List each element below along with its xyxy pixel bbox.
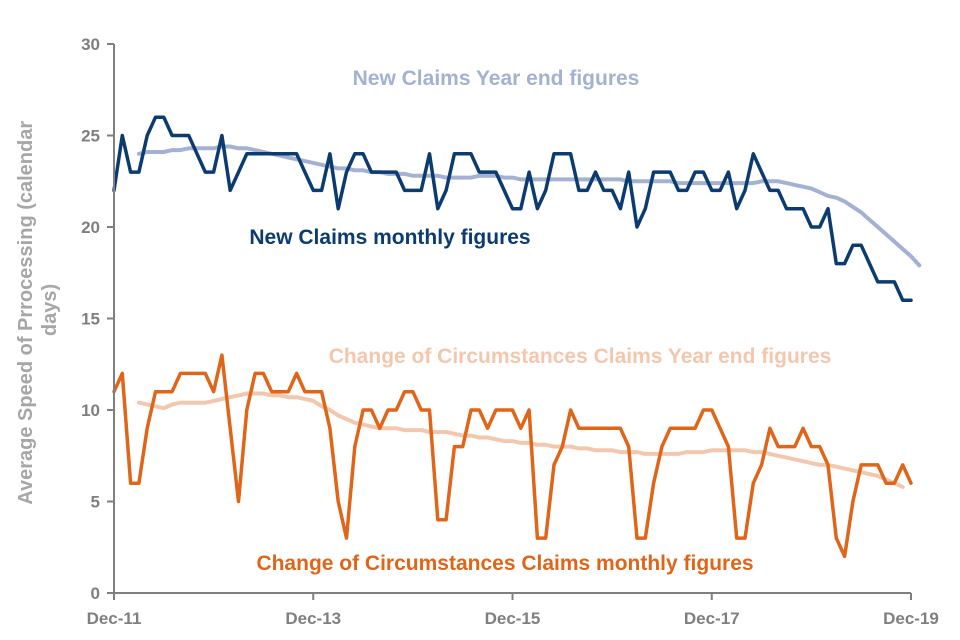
y-tick-label: 15 xyxy=(81,310,100,329)
annotation-new-claims-year-end: New Claims Year end figures xyxy=(353,67,640,90)
axes-layer xyxy=(113,44,911,594)
annotation-new-claims-monthly: New Claims monthly figures xyxy=(249,226,530,249)
y-tick-label: 5 xyxy=(91,493,100,512)
y-tick-label: 25 xyxy=(81,127,100,146)
y-axis-title-line-1: Average Speed of Prrocessing (calendar xyxy=(15,121,37,505)
ticks-layer: 0 5 10 15 20 25 30 Dec-11 Dec-13 Dec-15 Dec-17 Dec-… xyxy=(81,35,939,628)
annotation-coc-year-end: Change of Circumstances Claims Year end … xyxy=(329,345,832,368)
series-line-new-claims-monthly-figures xyxy=(112,115,913,302)
y-tick-label: 30 xyxy=(81,35,100,54)
x-tick-label: Dec-15 xyxy=(485,609,541,628)
y-tick-label: 10 xyxy=(81,401,100,420)
x-tick-label: Dec-17 xyxy=(684,609,740,628)
x-tick-label: Dec-13 xyxy=(285,609,341,628)
x-tick-label: Dec-19 xyxy=(883,609,939,628)
series-line-change-of-circumstances-claims-monthly-figures xyxy=(112,353,913,559)
y-tick-label: 0 xyxy=(91,584,100,603)
series-layer xyxy=(112,115,922,559)
annotation-coc-monthly: Change of Circumstances Claims monthly f… xyxy=(256,552,753,575)
y-tick-label: 20 xyxy=(81,218,100,237)
y-axis-title-line-2: days) xyxy=(39,284,61,336)
x-tick-label: Dec-11 xyxy=(87,609,142,628)
series-line-change-of-circumstances-claims-year-end-figures xyxy=(136,391,905,489)
y-axis-title: Average Speed of Prrocessing (calendar d… xyxy=(15,115,61,504)
